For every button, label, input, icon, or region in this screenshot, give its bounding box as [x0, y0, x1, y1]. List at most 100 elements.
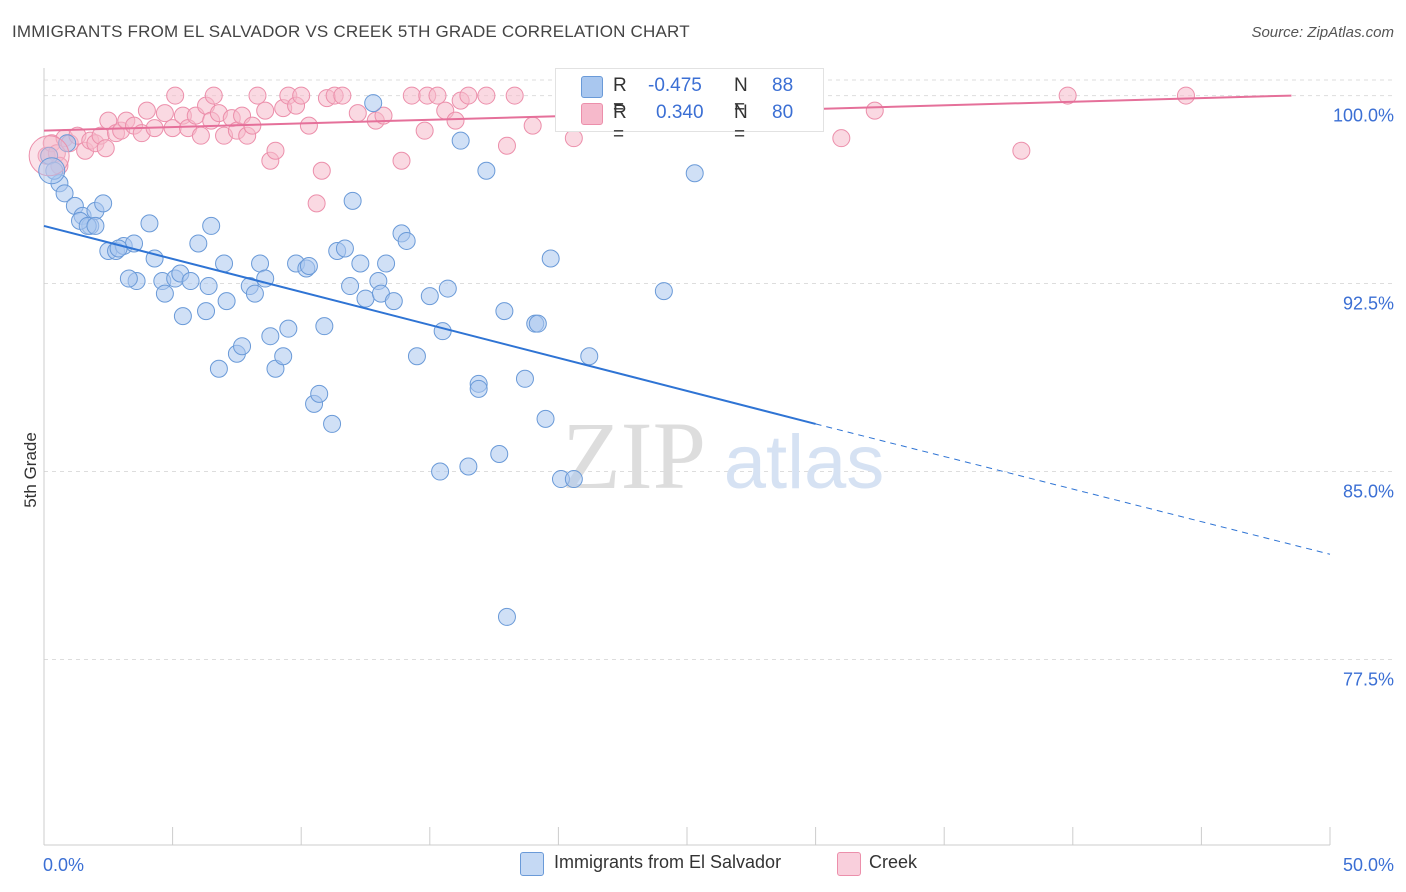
y-tick-label: 92.5%: [1343, 294, 1394, 314]
pink-legend-swatch: [837, 852, 861, 876]
r-label: R =: [613, 102, 627, 145]
blue-point: [217, 292, 236, 311]
blue-point: [140, 214, 159, 233]
pink-point: [248, 86, 267, 105]
pink-point: [459, 86, 478, 105]
blue-point: [528, 314, 547, 333]
grid-lines: [44, 79, 1395, 661]
blue-point: [497, 607, 516, 626]
blue-point: [261, 327, 280, 346]
blue-point: [279, 319, 298, 338]
blue-point: [215, 254, 234, 273]
blue-trend-extension: [815, 423, 1331, 555]
blue-point: [541, 249, 560, 268]
blue-point: [364, 94, 383, 113]
blue-point: [299, 257, 318, 276]
blue-point: [145, 249, 164, 268]
blue-point: [189, 234, 208, 253]
blue-point: [335, 239, 354, 258]
blue-point: [94, 194, 113, 213]
blue-point: [173, 307, 192, 326]
blue-legend-swatch: [520, 852, 544, 876]
blue-point: [55, 184, 74, 203]
r-value-blue: -0.475: [648, 75, 702, 96]
pink-point: [333, 86, 352, 105]
blue-point: [438, 279, 457, 298]
pink-point: [299, 116, 318, 135]
y-axis-label: 5th Grade: [21, 432, 40, 508]
blue-point: [155, 284, 174, 303]
blue-point: [199, 277, 218, 296]
blue-point: [209, 359, 228, 378]
pink-point: [137, 101, 156, 120]
blue-point: [341, 277, 360, 296]
axes: [43, 68, 1331, 846]
blue-point: [315, 317, 334, 336]
pink-point: [497, 136, 516, 155]
blue-point: [564, 470, 583, 489]
blue-point: [580, 347, 599, 366]
pink-point: [256, 101, 275, 120]
pink-point: [428, 86, 447, 105]
y-tick-label: 85.0%: [1343, 482, 1394, 502]
blue-point: [469, 379, 488, 398]
pink-swatch: [581, 103, 603, 125]
blue-swatch: [581, 76, 603, 98]
pink-point: [374, 106, 393, 125]
pink-point: [392, 151, 411, 170]
pink-point: [523, 116, 542, 135]
blue-point: [86, 216, 105, 235]
pink-point: [266, 141, 285, 160]
blue-point: [420, 287, 439, 306]
blue-point: [181, 272, 200, 291]
y-tick-labels: 77.5% 85.0% 92.5% 100.0%: [1333, 106, 1394, 690]
pink-point: [1012, 141, 1031, 160]
pink-point: [415, 121, 434, 140]
n-value-pink: 80: [772, 102, 794, 123]
blue-point: [495, 302, 514, 321]
blue-point: [536, 409, 555, 428]
blue-point: [197, 302, 216, 321]
blue-point: [351, 254, 370, 273]
pink-point: [307, 194, 326, 213]
pink-point: [564, 129, 583, 148]
blue-point: [356, 289, 375, 308]
x-tick-label-max: 50.0%: [1343, 855, 1394, 875]
pink-point: [166, 86, 185, 105]
pink-point: [505, 86, 524, 105]
blue-point-large: [38, 157, 66, 185]
blue-point: [310, 384, 329, 403]
pink-point: [312, 161, 331, 180]
blue-point: [377, 254, 396, 273]
blue-point: [407, 347, 426, 366]
n-label: N =: [734, 75, 748, 118]
blue-point: [202, 216, 221, 235]
blue-point: [251, 254, 270, 273]
pink-point: [446, 111, 465, 130]
y-tick-label: 100.0%: [1333, 106, 1394, 126]
pink-point: [1176, 86, 1195, 105]
pink-point: [477, 86, 496, 105]
n-label: N =: [734, 102, 748, 145]
blue-point: [477, 161, 496, 180]
blue-point: [515, 369, 534, 388]
blue-point: [490, 444, 509, 463]
pink-point: [204, 86, 223, 105]
pink-point: [832, 129, 851, 148]
correlation-legend: R = -0.475 N = 88 R = 0.340 N = 80: [555, 68, 824, 145]
x-tick-label-min: 0.0%: [43, 855, 84, 875]
pink-point: [292, 86, 311, 105]
blue-point: [433, 322, 452, 341]
pink-point: [96, 139, 115, 158]
pink-point: [1058, 86, 1077, 105]
blue-point: [233, 337, 252, 356]
blue-point: [654, 282, 673, 301]
data-points: [28, 86, 1195, 626]
blue-point: [58, 134, 77, 153]
pink-point: [348, 104, 367, 123]
blue-point: [431, 462, 450, 481]
n-value-blue: 88: [772, 75, 794, 96]
blue-point: [459, 457, 478, 476]
chart-title: IMMIGRANTS FROM EL SALVADOR VS CREEK 5TH…: [12, 22, 690, 41]
blue-trend-line: [43, 224, 816, 425]
